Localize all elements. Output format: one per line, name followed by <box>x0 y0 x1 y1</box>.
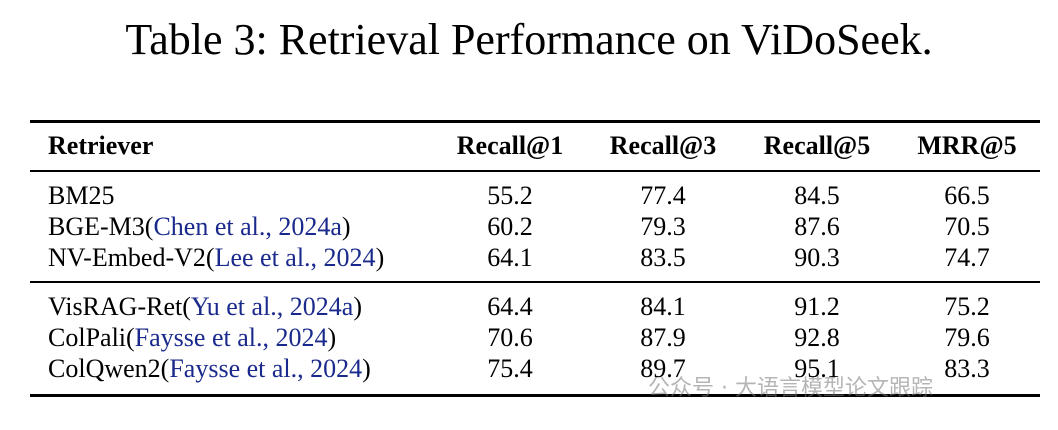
retriever-name: ) <box>327 323 337 352</box>
watermark: 公众号 · 大语言模型论文跟踪 <box>648 376 933 401</box>
retriever-name: BM25 <box>48 181 115 210</box>
retriever-cell: NV-Embed-V2(Lee et al., 2024) <box>48 243 384 273</box>
metric-value: 75.4 <box>487 354 533 383</box>
metric-value: 87.6 <box>794 212 840 241</box>
citation: Chen et al., 2024a <box>153 212 342 241</box>
metric-value: 79.6 <box>944 323 990 352</box>
metric-value: 92.8 <box>794 323 840 352</box>
column-header: Recall@1 <box>456 131 564 160</box>
retriever-name: ) <box>341 212 351 241</box>
metric-value: 74.7 <box>944 243 990 272</box>
retriever-name: NV-Embed-V2( <box>48 243 215 272</box>
metric-value: 89.7 <box>640 354 686 383</box>
retriever-name: VisRAG-Ret( <box>48 292 191 321</box>
metric-value: 79.3 <box>640 212 686 241</box>
metric-value: 87.9 <box>640 323 686 352</box>
metric-value: 70.5 <box>944 212 990 241</box>
metric-value: 84.5 <box>794 181 840 210</box>
citation: Faysse et al., 2024 <box>169 354 363 383</box>
metric-value: 90.3 <box>794 243 840 272</box>
metric-value: 55.2 <box>487 181 533 210</box>
metric-value: 77.4 <box>640 181 686 210</box>
retriever-name: ) <box>362 354 371 383</box>
metric-value: 66.5 <box>944 181 990 210</box>
retriever-name: ) <box>353 292 363 321</box>
citation: Faysse et al., 2024 <box>134 323 328 352</box>
retriever-name: ) <box>375 243 385 272</box>
column-header: Recall@5 <box>763 131 871 160</box>
column-header: MRR@5 <box>917 131 1017 160</box>
group-rule <box>30 281 1040 283</box>
metric-value: 70.6 <box>487 323 533 352</box>
retriever-cell: VisRAG-Ret(Yu et al., 2024a) <box>48 292 362 322</box>
retriever-cell: ColQwen2(Faysse et al., 2024) <box>48 354 371 384</box>
metric-value: 91.2 <box>794 292 840 321</box>
top-rule <box>30 120 1040 123</box>
metric-value: 64.1 <box>487 243 533 272</box>
metric-value: 75.2 <box>944 292 990 321</box>
citation: Yu et al., 2024a <box>190 292 354 321</box>
metric-value: 83.5 <box>640 243 686 272</box>
header-rule <box>30 170 1040 172</box>
retriever-name: BGE-M3( <box>48 212 154 241</box>
bottom-rule <box>30 394 1040 397</box>
retriever-name: ColQwen2( <box>48 354 170 383</box>
metric-value: 84.1 <box>640 292 686 321</box>
retriever-cell: ColPali(Faysse et al., 2024) <box>48 323 336 353</box>
metric-value: 60.2 <box>487 212 533 241</box>
retriever-cell: BM25 <box>48 181 114 211</box>
table-title: Table 3: Retrieval Performance on ViDoSe… <box>125 15 933 64</box>
retriever-cell: BGE-M3(Chen et al., 2024a) <box>48 212 351 242</box>
column-header: Retriever <box>48 131 154 160</box>
metric-value: 95.1 <box>794 354 840 383</box>
metric-value: 83.3 <box>944 354 990 383</box>
citation: Lee et al., 2024 <box>214 243 376 272</box>
column-header: Recall@3 <box>609 131 717 160</box>
metric-value: 64.4 <box>487 292 533 321</box>
retriever-name: ColPali( <box>48 323 135 352</box>
